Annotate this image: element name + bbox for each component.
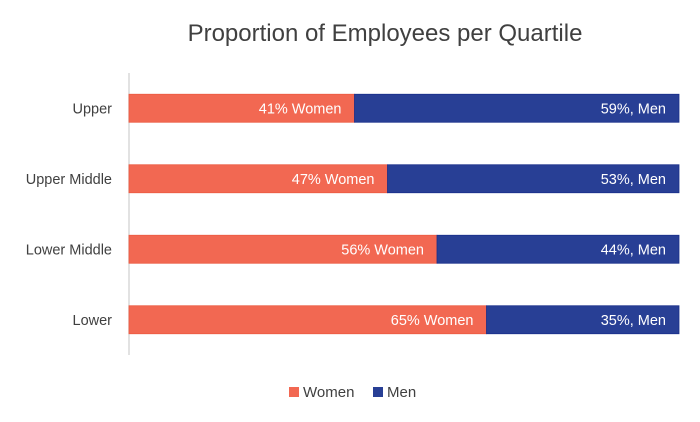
data-label-women: 65% Women <box>391 313 474 329</box>
data-label-men: 44%, Men <box>601 242 666 258</box>
legend: Women Men <box>289 384 416 401</box>
bar-men <box>486 305 680 335</box>
category-label: Upper Middle <box>26 172 112 188</box>
category-label: Lower Middle <box>26 242 112 258</box>
data-label-men: 53%, Men <box>601 172 666 188</box>
legend-swatch-women <box>289 387 299 397</box>
bar-men <box>354 93 680 123</box>
legend-label-men: Men <box>387 384 416 401</box>
legend-swatch-men <box>373 387 383 397</box>
bar-women <box>128 164 388 194</box>
bar-men <box>436 234 680 264</box>
data-label-women: 41% Women <box>259 101 342 117</box>
data-label-women: 47% Women <box>292 172 375 188</box>
data-label-men: 35%, Men <box>601 313 666 329</box>
category-label: Upper <box>73 101 113 117</box>
data-label-women: 56% Women <box>341 242 424 258</box>
chart-title: Proportion of Employees per Quartile <box>188 20 583 47</box>
category-label: Lower <box>73 313 113 329</box>
bar-men <box>387 164 680 194</box>
bars-group: Upper 41% Women 59%, Men Upper Middle 47% Wo… <box>26 93 680 335</box>
data-label-men: 59%, Men <box>601 101 666 117</box>
legend-label-women: Women <box>303 384 354 401</box>
